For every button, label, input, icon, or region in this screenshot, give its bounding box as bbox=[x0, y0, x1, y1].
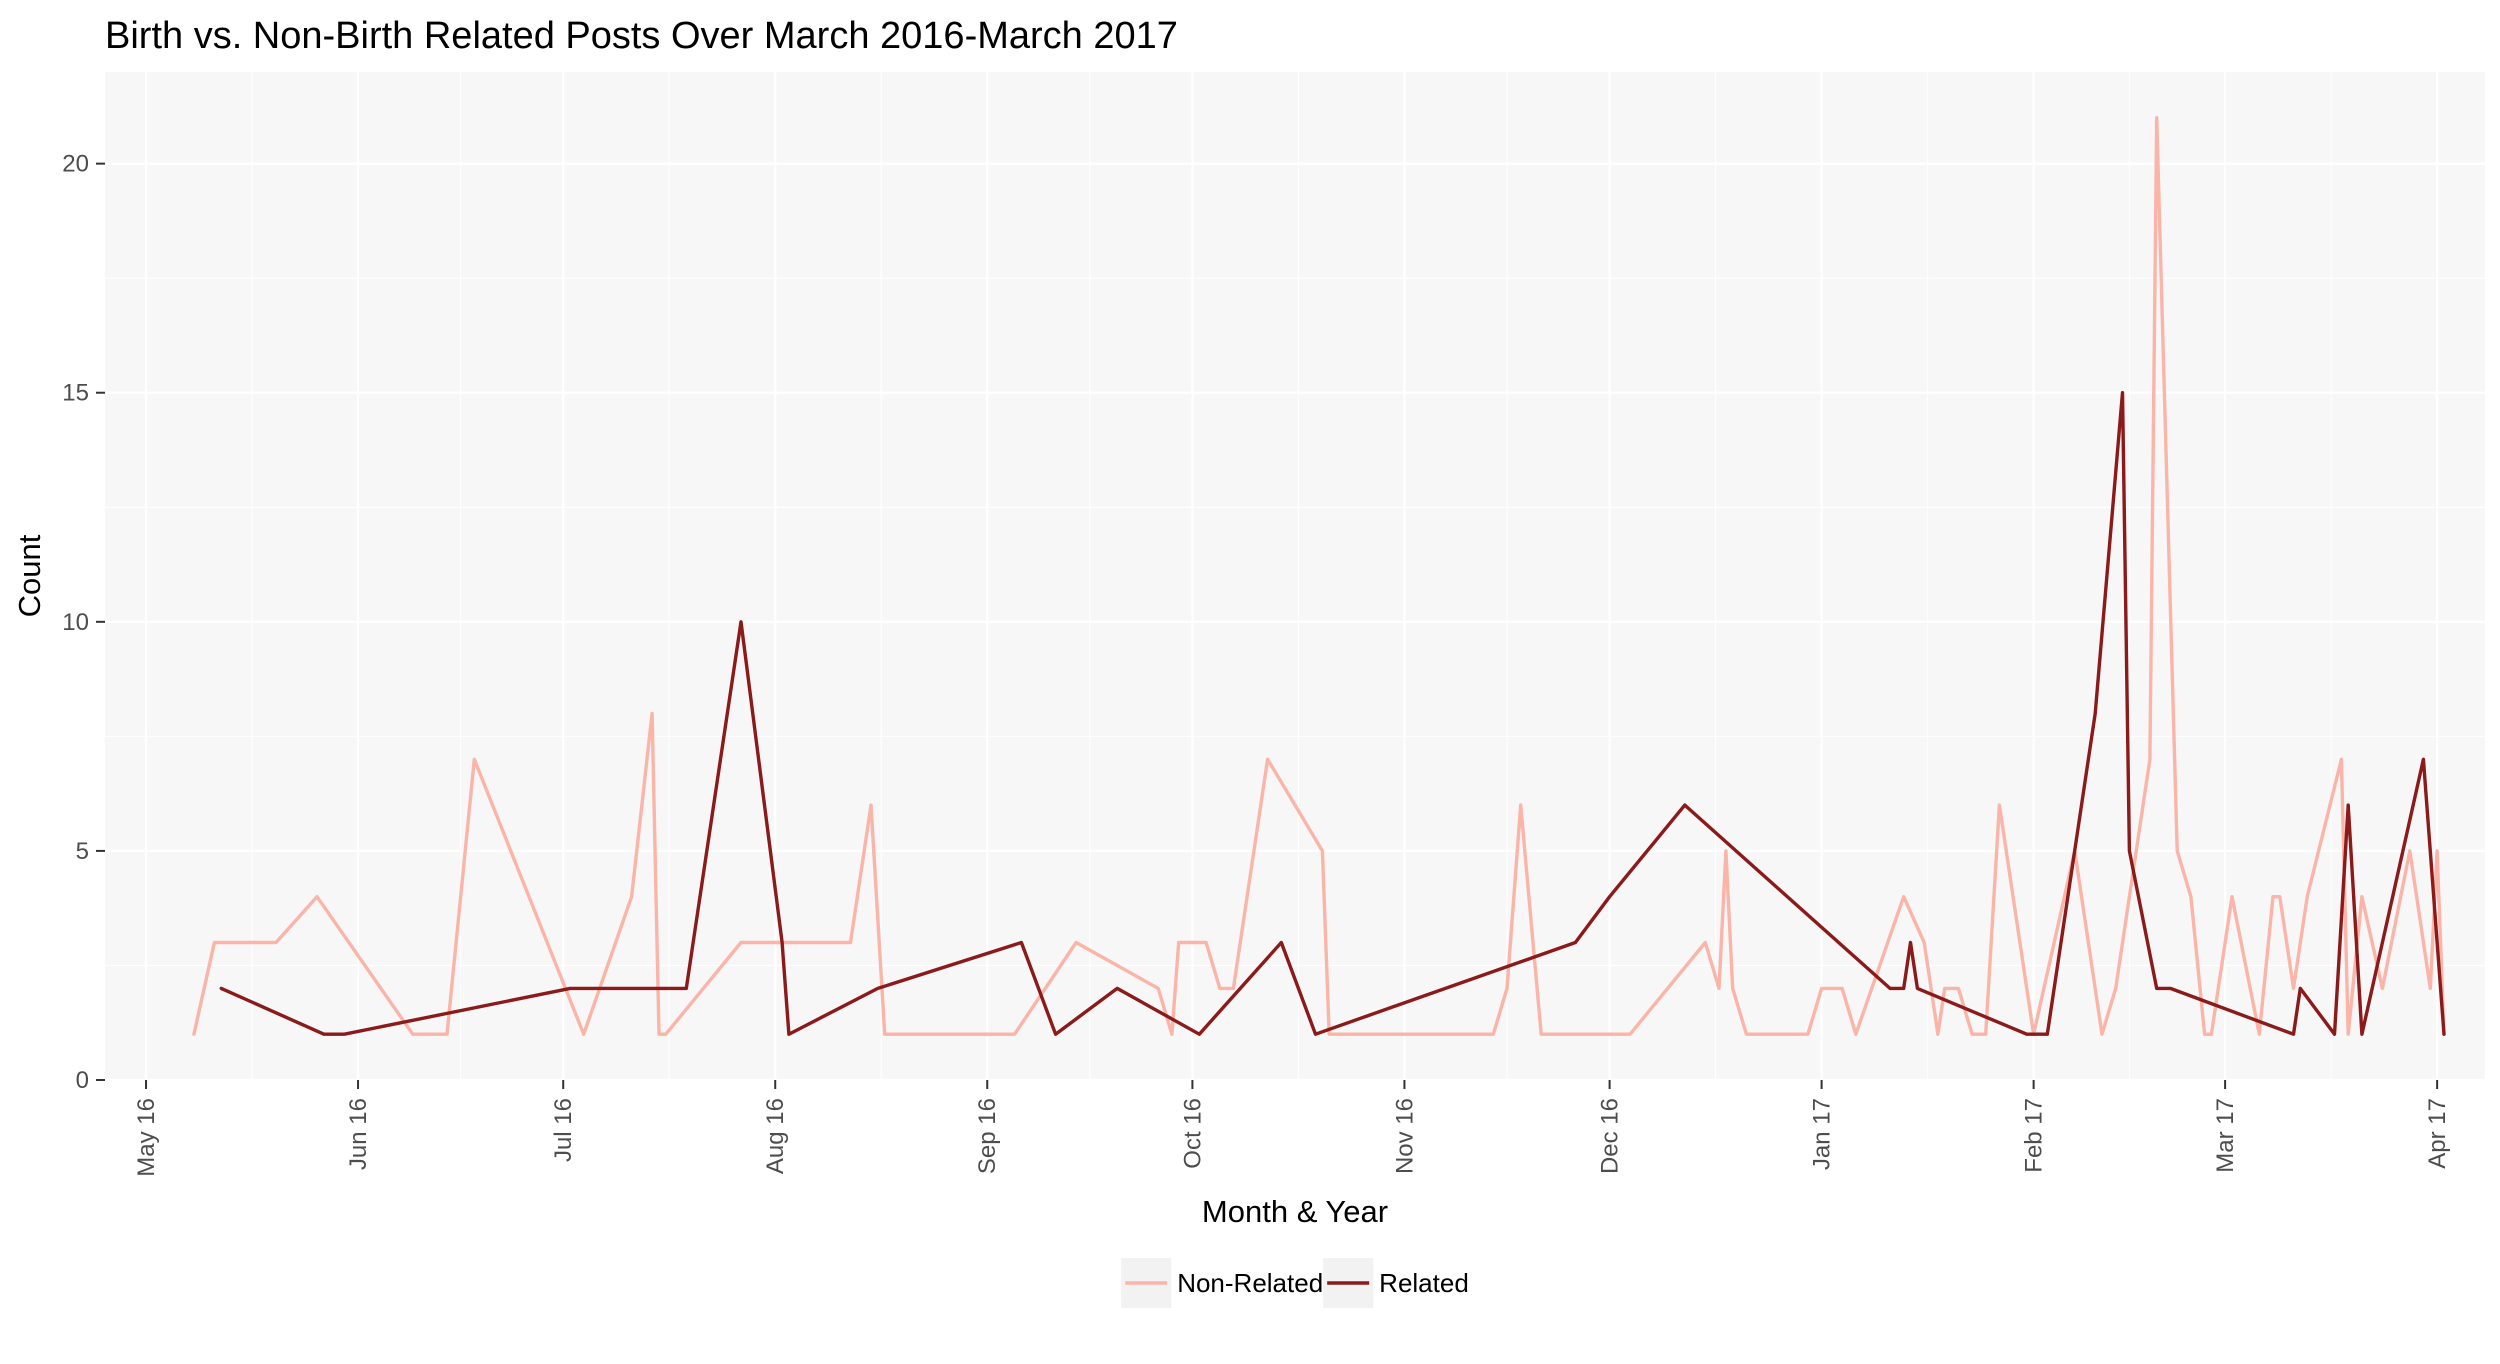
y-tick-label: 15 bbox=[62, 380, 89, 407]
x-tick-label: Feb 17 bbox=[2021, 1098, 2048, 1173]
y-axis: 0 5 10 15 20 bbox=[62, 151, 105, 1094]
x-axis-title: Month & Year bbox=[1202, 1194, 1388, 1229]
legend-label-related: Related bbox=[1379, 1268, 1469, 1298]
chart-title: Birth vs. Non-Birth Related Posts Over M… bbox=[105, 15, 1178, 57]
plot-panel bbox=[105, 72, 2485, 1080]
x-tick-label: May 16 bbox=[133, 1098, 160, 1177]
series-lines bbox=[192, 116, 2446, 1036]
y-tick-label: 20 bbox=[62, 151, 89, 178]
y-tick-label: 0 bbox=[76, 1067, 89, 1094]
x-tick-label: Nov 16 bbox=[1391, 1098, 1418, 1174]
series-line-related bbox=[219, 391, 2446, 1036]
y-axis-title: Count bbox=[12, 534, 47, 617]
x-tick-label: Oct 16 bbox=[1179, 1098, 1206, 1169]
x-tick-label: Sep 16 bbox=[974, 1098, 1001, 1174]
legend: Non-Related Related bbox=[1121, 1258, 1469, 1308]
x-axis: May 16 Jun 16 Jul 16 Aug 16 Sep 16 Oct 16 Nov … bbox=[133, 1080, 2451, 1177]
major-gridlines bbox=[105, 72, 2485, 1082]
y-tick-label: 10 bbox=[62, 609, 89, 636]
y-tick-label: 5 bbox=[76, 838, 89, 865]
series-line-non-related bbox=[192, 116, 2446, 1036]
minor-gridlines bbox=[105, 72, 2485, 1080]
legend-label-non-related: Non-Related bbox=[1177, 1268, 1323, 1298]
x-tick-label: Aug 16 bbox=[762, 1098, 789, 1174]
x-tick-label: Jan 17 bbox=[1809, 1098, 1836, 1170]
x-tick-label: Mar 17 bbox=[2212, 1098, 2239, 1173]
x-tick-label: Apr 17 bbox=[2424, 1098, 2451, 1169]
x-tick-label: Dec 16 bbox=[1597, 1098, 1624, 1174]
x-tick-label: Jul 16 bbox=[550, 1098, 577, 1162]
x-tick-label: Jun 16 bbox=[345, 1098, 372, 1170]
